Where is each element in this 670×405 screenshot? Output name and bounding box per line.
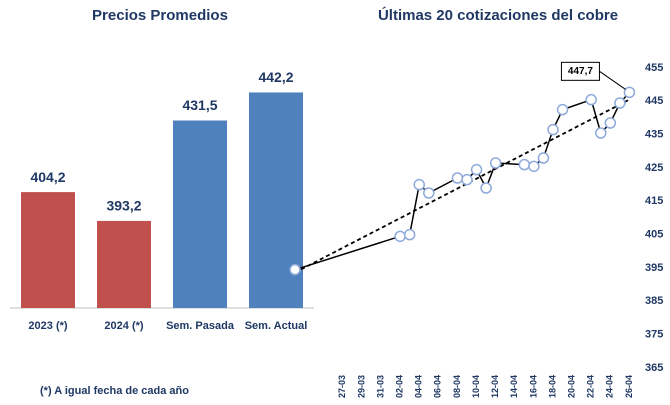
point [461, 173, 473, 186]
y-tick-label: 415 [645, 195, 663, 207]
point [289, 263, 301, 276]
bar [21, 192, 75, 308]
point [394, 230, 406, 243]
y-tick-label: 365 [645, 362, 663, 374]
x-tick-label: 10-04 [471, 375, 481, 398]
x-tick-label: 2024 (*) [104, 320, 143, 332]
bar [249, 92, 303, 308]
point [595, 127, 607, 139]
value-label: 442,2 [258, 69, 293, 85]
annotation-box [560, 61, 600, 81]
y-tick-label: 395 [645, 262, 663, 274]
x-tick-label: 29-03 [356, 375, 366, 398]
point [403, 228, 416, 241]
point [614, 97, 626, 109]
x-tick-label: Sem. Pasada [166, 320, 235, 332]
y-tick-label: 435 [645, 129, 663, 141]
bar [173, 120, 227, 308]
y-tick-label: 405 [645, 229, 663, 241]
x-tick-label: 2023 (*) [28, 320, 67, 332]
y-tick-label: 445 [645, 95, 663, 107]
chart-title: Precios Promedios [92, 7, 228, 24]
x-tick-label: 12-04 [490, 375, 500, 398]
y-tick-label: 385 [645, 295, 663, 307]
point [537, 152, 550, 164]
x-tick-label: 04-04 [414, 375, 424, 398]
x-tick-label: 26-04 [624, 375, 634, 398]
chart-title: Últimas 20 cotizaciones del cobre [378, 6, 618, 24]
x-tick-label: 08-04 [452, 375, 462, 398]
x-tick-label: 06-04 [433, 375, 443, 398]
x-tick-label: Sem. Actual [245, 320, 308, 332]
value-label: 404,2 [30, 169, 65, 185]
point [585, 93, 597, 106]
annotation-leader [599, 70, 626, 90]
x-tick-label: 22-04 [586, 375, 596, 398]
point [556, 103, 569, 116]
point [547, 123, 559, 136]
point [518, 158, 531, 171]
point [623, 86, 636, 99]
trend-line [294, 98, 630, 274]
bar [97, 220, 151, 308]
x-tick-label: 14-04 [509, 375, 519, 398]
point [423, 187, 435, 199]
value-label: 393,2 [106, 198, 141, 214]
point [528, 160, 540, 173]
point [604, 117, 617, 129]
x-tick-label: 31-03 [375, 375, 385, 398]
point [451, 172, 464, 184]
annotation: 447,7 [568, 66, 593, 77]
y-tick-label: 425 [645, 162, 663, 174]
x-tick-label: 27-03 [337, 375, 347, 398]
value-label: 431,5 [182, 97, 217, 113]
point [470, 163, 483, 176]
y-tick-label: 375 [645, 329, 663, 341]
x-tick-label: 02-04 [394, 375, 404, 398]
point [413, 178, 425, 191]
x-tick-label: 16-04 [528, 375, 538, 398]
point [489, 157, 502, 169]
point [480, 182, 492, 194]
footnote: (*) A igual fecha de cada año [40, 385, 189, 397]
x-tick-label: 24-04 [605, 375, 615, 398]
x-tick-label: 20-04 [566, 375, 576, 398]
x-tick-label: 18-04 [547, 375, 557, 398]
y-tick-label: 455 [645, 62, 663, 74]
